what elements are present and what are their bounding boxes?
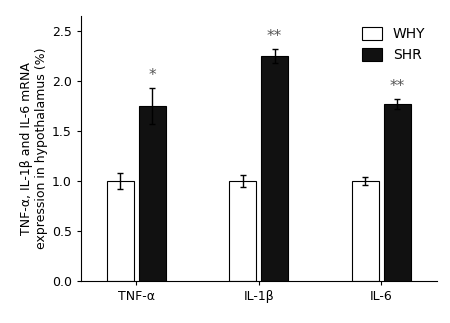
Y-axis label: TNF-α, IL-1β and IL-6 mRNA
expression in hypothalamus (%): TNF-α, IL-1β and IL-6 mRNA expression in…: [20, 48, 48, 249]
Text: **: **: [267, 29, 282, 44]
Bar: [261, 56, 288, 281]
Bar: [384, 104, 411, 281]
Text: *: *: [148, 68, 156, 83]
Bar: [139, 106, 166, 281]
Bar: [107, 181, 134, 281]
Bar: [352, 181, 379, 281]
Text: **: **: [390, 79, 405, 94]
Legend: WHY, SHR: WHY, SHR: [358, 23, 430, 66]
Bar: [230, 181, 256, 281]
